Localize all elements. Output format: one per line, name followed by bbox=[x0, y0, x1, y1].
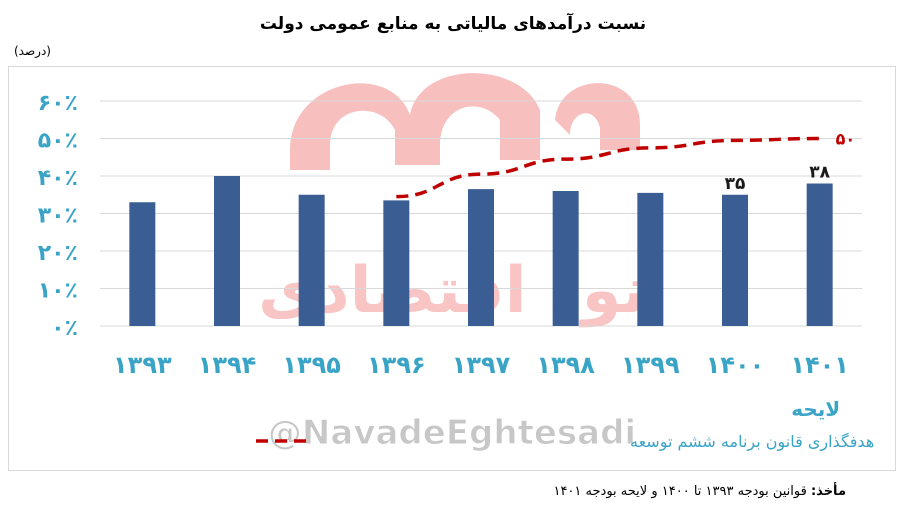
bar bbox=[468, 189, 494, 326]
x-tick-label: ۱۳۹۴ bbox=[198, 351, 257, 379]
unit-label: (درصد) bbox=[14, 44, 51, 58]
target-series: ۵۰ bbox=[396, 130, 856, 199]
watermark-mark-2 bbox=[555, 83, 640, 150]
target-end-label: ۵۰ bbox=[836, 130, 856, 149]
bar-series bbox=[129, 176, 833, 326]
chart-title: نسبت درآمدهای مالیاتی به منابع عمومی دول… bbox=[259, 14, 647, 34]
source-text: قوانین بودجه ۱۳۹۳ تا ۱۴۰۰ و لایحه بودجه … bbox=[553, 484, 807, 499]
bar-data-label: ۳۸ bbox=[809, 163, 830, 183]
x-tick-label: ۱۳۹۹ bbox=[621, 351, 680, 379]
y-tick-label: ۰٪ bbox=[51, 316, 78, 341]
x-axis-ticks: ۱۳۹۳ ۱۳۹۴ ۱۳۹۵ ۱۳۹۶ ۱۳۹۷ ۱۳۹۸ ۱۳۹۹ ۱۴۰۰ ۱۴۰۱ لایح… bbox=[113, 351, 849, 421]
bar bbox=[298, 194, 325, 326]
bar-data-label: ۳۵ bbox=[725, 174, 746, 194]
target-line bbox=[396, 136, 820, 199]
x-tick-label: ۱۳۹۵ bbox=[282, 351, 341, 379]
data-labels: ۳۵ ۳۸ bbox=[725, 163, 831, 194]
bar bbox=[129, 202, 156, 326]
x-tick-label: ۱۴۰۰ bbox=[706, 351, 765, 379]
x-tick-label: ۱۳۹۳ bbox=[113, 351, 172, 379]
watermark-logo: نود اقتصادی@NavadeEghtesadi bbox=[258, 73, 646, 454]
y-axis-ticks: ۰٪ ۱۰٪ ۲۰٪ ۳۰٪ ۴۰٪ ۵۰٪ ۶۰٪ bbox=[38, 91, 78, 341]
legend: هدفگذاری قانون برنامه ششم توسعه bbox=[256, 432, 874, 452]
y-tick-label: ۱۰٪ bbox=[38, 279, 78, 304]
legend-label: هدفگذاری قانون برنامه ششم توسعه bbox=[630, 432, 874, 452]
y-tick-label: ۶۰٪ bbox=[38, 91, 78, 116]
x-tick-label: ۱۳۹۶ bbox=[367, 351, 426, 379]
x-tick-label: ۱۳۹۸ bbox=[536, 351, 595, 379]
x-tick-label: ۱۳۹۷ bbox=[452, 351, 511, 379]
y-tick-label: ۴۰٪ bbox=[38, 166, 78, 191]
bar bbox=[383, 200, 410, 326]
chart-frame bbox=[8, 66, 896, 471]
watermark-mark bbox=[290, 73, 540, 170]
y-tick-label: ۵۰٪ bbox=[38, 129, 78, 154]
bar bbox=[214, 176, 240, 326]
source-note: مأخذ: قوانین بودجه ۱۳۹۳ تا ۱۴۰۰ و لایحه … bbox=[326, 483, 846, 500]
bar bbox=[552, 191, 579, 326]
y-tick-label: ۲۰٪ bbox=[38, 241, 78, 266]
x-tick-label: ۱۴۰۱ bbox=[790, 351, 849, 379]
x-category-note: لایحه bbox=[791, 397, 840, 421]
y-tick-label: ۳۰٪ bbox=[38, 204, 78, 229]
source-label: مأخذ: bbox=[810, 484, 846, 499]
bar bbox=[722, 194, 748, 326]
bar bbox=[637, 192, 664, 326]
bar bbox=[806, 183, 833, 326]
watermark-handle: @NavadeEghtesadi bbox=[268, 413, 636, 453]
